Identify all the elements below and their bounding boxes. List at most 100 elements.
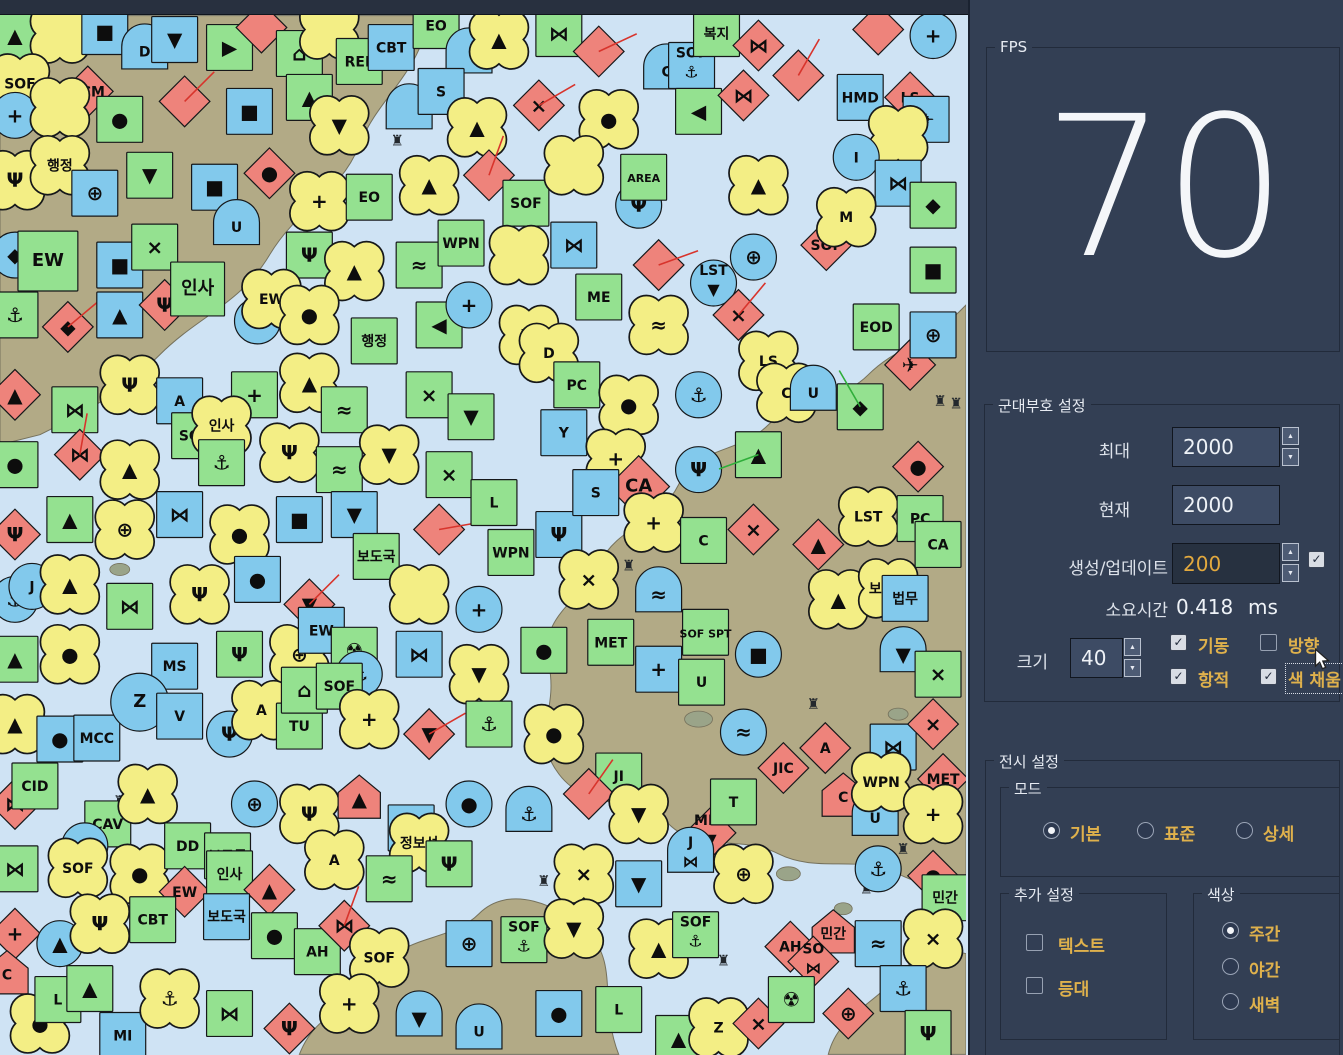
military-symbol[interactable]: ▶ <box>205 23 254 72</box>
military-symbol[interactable]: ▼ <box>151 15 199 64</box>
generate-enable-checkbox[interactable]: ✓ <box>1308 551 1325 568</box>
military-symbol[interactable]: 행정 <box>350 317 398 365</box>
military-symbol[interactable]: L <box>470 479 518 527</box>
military-symbol[interactable]: M <box>815 186 877 248</box>
military-symbol[interactable] <box>235 15 288 54</box>
military-symbol[interactable]: × <box>405 371 453 419</box>
color-label-2[interactable]: 야간 <box>1249 961 1281 981</box>
military-symbol[interactable]: ⚓ <box>465 700 513 748</box>
military-symbol[interactable] <box>462 135 516 202</box>
military-symbol[interactable] <box>158 71 215 128</box>
military-symbol[interactable]: ⚓ <box>854 845 902 893</box>
military-symbol[interactable]: ▼ <box>543 898 605 959</box>
military-symbol[interactable]: C <box>0 949 29 995</box>
military-symbol[interactable]: ≈ <box>315 446 363 494</box>
military-symbol[interactable]: + <box>338 688 400 750</box>
military-symbol[interactable]: ⋈ <box>717 69 770 122</box>
military-symbol[interactable] <box>412 503 481 556</box>
military-symbol[interactable]: ● <box>891 440 945 493</box>
military-symbol[interactable]: Ψ <box>535 510 583 559</box>
military-symbol[interactable]: ⊕ <box>71 169 119 217</box>
military-symbol[interactable]: Ψ <box>0 508 42 561</box>
military-symbol[interactable]: + <box>902 783 964 845</box>
military-symbol[interactable]: ▲ <box>398 154 460 216</box>
map-viewport[interactable]: ♜♜♜♜♜♜♜♜♜♜▲■D▼▶⌂RELCBTEO▲⋈C⚓SOF복지⋈+SOFSC… <box>0 15 970 1055</box>
military-symbol[interactable]: CA <box>914 520 962 569</box>
military-symbol[interactable]: ◆ <box>909 181 957 229</box>
military-symbol[interactable]: ⚓ <box>879 965 927 1013</box>
symbol-option-checkbox-4[interactable]: ✓ <box>1260 668 1277 685</box>
mode-radio-1[interactable] <box>1043 822 1060 839</box>
military-symbol[interactable]: U <box>789 364 837 411</box>
military-symbol[interactable]: AH <box>293 928 341 976</box>
military-symbol[interactable]: ▲ <box>99 439 161 500</box>
size-spin-up-button[interactable]: ▲ <box>1124 638 1141 656</box>
military-symbol[interactable]: ▲ <box>0 693 46 755</box>
military-symbol[interactable]: ● <box>109 843 171 905</box>
mode-label-2[interactable]: 표준 <box>1164 825 1196 845</box>
symbol-option-label-3[interactable]: 항적 <box>1198 671 1230 691</box>
military-symbol[interactable]: ⋈J <box>667 826 715 873</box>
military-symbol[interactable]: × <box>914 650 962 698</box>
military-symbol[interactable]: U <box>677 658 726 706</box>
military-symbol[interactable]: ▲ <box>96 291 144 339</box>
military-symbol[interactable]: ● <box>523 703 585 765</box>
military-symbol[interactable]: ● <box>233 555 282 603</box>
military-symbol[interactable]: HMD <box>836 73 884 121</box>
military-symbol[interactable]: ● <box>535 989 583 1038</box>
military-symbol[interactable]: ⊕ <box>909 311 957 359</box>
military-symbol[interactable]: + <box>909 15 957 60</box>
military-symbol[interactable] <box>388 564 450 625</box>
military-symbol[interactable] <box>852 15 905 56</box>
color-label-1[interactable]: 주간 <box>1249 925 1281 945</box>
military-symbol[interactable]: ● <box>279 284 340 346</box>
military-symbol[interactable]: ▲ <box>446 97 508 158</box>
mode-label-3[interactable]: 상세 <box>1263 825 1295 845</box>
military-symbol[interactable]: S <box>572 469 620 517</box>
max-spin-down-button[interactable]: ▼ <box>1282 448 1299 466</box>
military-symbol[interactable]: ● <box>250 912 298 960</box>
military-symbol[interactable]: ▲ <box>807 569 869 630</box>
military-symbol[interactable]: ⊕ <box>713 843 774 905</box>
military-symbol[interactable]: V <box>156 692 204 740</box>
military-symbol[interactable]: ● <box>578 89 640 150</box>
military-symbol[interactable]: ⚓ <box>139 968 200 1029</box>
military-symbol[interactable]: ▼ <box>330 490 378 539</box>
military-symbol[interactable]: + <box>445 281 493 329</box>
symbol-option-label-1[interactable]: 기동 <box>1198 637 1230 657</box>
color-radio-3[interactable] <box>1222 993 1239 1010</box>
military-symbol[interactable]: WPN <box>487 528 535 577</box>
military-symbol[interactable]: × <box>425 451 473 499</box>
military-symbol[interactable]: MET <box>587 618 635 666</box>
military-symbol[interactable]: ▼ <box>447 393 495 441</box>
military-symbol[interactable] <box>488 224 550 286</box>
military-symbol[interactable]: ≈ <box>628 294 689 356</box>
military-symbol[interactable]: ▲ <box>468 15 530 70</box>
extra-label-1[interactable]: 텍스트 <box>1058 937 1105 957</box>
military-symbol[interactable]: U <box>455 1003 503 1050</box>
military-symbol[interactable]: CID <box>11 762 59 810</box>
military-symbol[interactable]: ◆ <box>41 299 101 354</box>
military-symbol[interactable]: + <box>289 170 350 232</box>
military-symbol[interactable]: MI <box>99 1011 147 1055</box>
symbol-option-checkbox-3[interactable]: ✓ <box>1170 668 1187 685</box>
military-symbol[interactable]: ⊕ <box>822 987 875 1040</box>
military-symbol[interactable]: TU <box>275 702 323 750</box>
military-symbol[interactable]: Ψ <box>259 422 320 483</box>
military-symbol[interactable]: MS <box>151 642 199 690</box>
military-symbol[interactable]: 민간 <box>811 909 855 954</box>
military-symbol[interactable]: ▼ <box>448 643 510 705</box>
symbol-option-checkbox-1[interactable]: ✓ <box>1170 634 1187 651</box>
military-symbol[interactable]: ☢ <box>767 975 815 1024</box>
military-symbol[interactable]: EO <box>345 173 393 221</box>
military-symbol[interactable]: A <box>304 829 365 891</box>
military-symbol[interactable]: 복지 <box>692 15 741 58</box>
military-symbol[interactable]: EW <box>17 230 79 292</box>
military-symbol[interactable]: ⋈ <box>732 19 785 72</box>
military-symbol[interactable]: ⋈ <box>0 845 39 893</box>
military-symbol[interactable]: T <box>709 778 758 826</box>
military-symbol[interactable]: Y <box>540 409 588 457</box>
military-symbol[interactable]: × <box>553 843 615 905</box>
military-symbol[interactable]: + <box>623 492 684 553</box>
military-symbol[interactable]: + <box>318 973 380 1034</box>
